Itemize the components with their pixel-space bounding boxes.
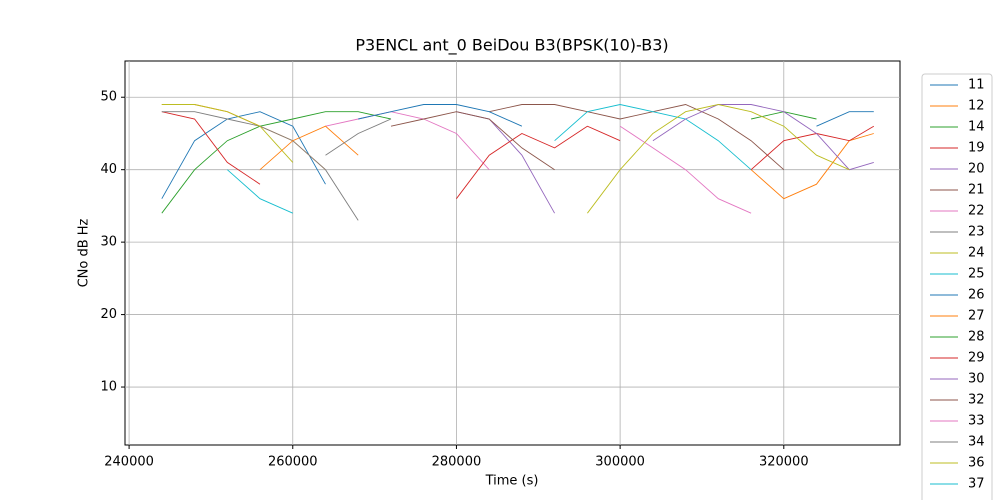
series-line [161, 111, 392, 214]
series-line [489, 104, 785, 171]
y-tick-label: 50 [100, 90, 117, 105]
legend-label: 36 [968, 456, 985, 471]
series-line [456, 111, 555, 214]
x-tick-label: 260000 [268, 455, 318, 470]
series-line [161, 111, 326, 199]
series-line [456, 125, 875, 199]
legend-label: 14 [968, 120, 985, 135]
series-line [652, 104, 874, 171]
plot-frame [124, 60, 901, 446]
series-line [619, 125, 752, 214]
series-line [161, 111, 261, 185]
legend-label: 32 [968, 393, 985, 408]
series-line [358, 104, 874, 127]
series-line [161, 104, 294, 163]
series-line [161, 111, 359, 221]
legend-label: 34 [968, 435, 985, 450]
series-line [325, 111, 490, 171]
legend-label: 22 [968, 204, 985, 219]
legend-label: 11 [968, 78, 985, 93]
legend-label: 27 [968, 309, 985, 324]
series-line [390, 111, 555, 171]
legend-label: 19 [968, 141, 985, 156]
y-tick-label: 10 [100, 380, 117, 395]
legend-label: 20 [968, 162, 985, 177]
y-tick-label: 30 [100, 235, 117, 250]
chart-title: P3ENCL ant_0 BeiDou B3(BPSK(10)-B3) [355, 36, 668, 56]
x-tick-label: 240000 [104, 455, 154, 470]
x-tick-label: 300000 [595, 455, 645, 470]
legend-label: 28 [968, 330, 985, 345]
legend-label: 33 [968, 414, 985, 429]
series-line [554, 104, 752, 171]
legend-label: 37 [968, 477, 985, 492]
legend-label: 25 [968, 267, 985, 282]
legend-box [921, 73, 993, 500]
series-line [227, 169, 293, 214]
x-axis-label: Time (s) [485, 474, 539, 489]
legend-label: 24 [968, 246, 985, 261]
x-tick-label: 320000 [759, 455, 809, 470]
legend-label: 21 [968, 183, 985, 198]
legend-label: 29 [968, 351, 985, 366]
legend-label: 30 [968, 372, 985, 387]
series-line [587, 104, 850, 214]
y-axis-label: CNo dB Hz [77, 218, 92, 287]
y-tick-label: 20 [100, 307, 117, 322]
legend-label: 12 [968, 99, 985, 114]
legend-label: 26 [968, 288, 985, 303]
legend-label: 23 [968, 225, 985, 240]
y-tick-label: 40 [100, 162, 117, 177]
series-line [325, 118, 392, 156]
x-tick-label: 280000 [432, 455, 482, 470]
series-line [259, 125, 874, 200]
